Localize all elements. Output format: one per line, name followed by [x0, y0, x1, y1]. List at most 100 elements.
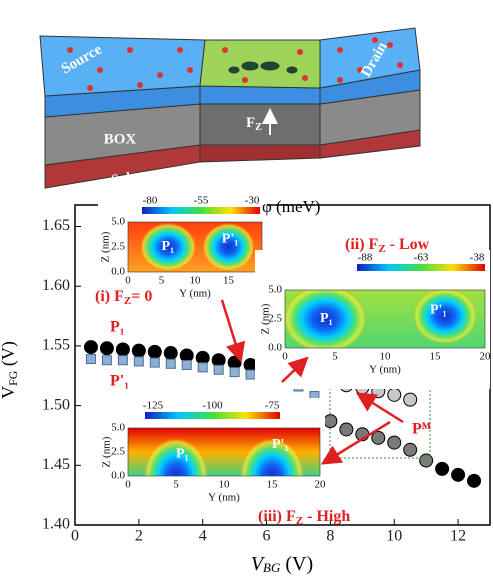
y-tick-label: 1.50 — [42, 396, 70, 413]
y-tick: 0 — [125, 479, 131, 491]
series-label: P'₁ — [110, 373, 129, 390]
z-tick: 5.0 — [111, 216, 125, 228]
colorbar-unit: φ (meV) — [262, 197, 320, 216]
point — [340, 423, 353, 436]
y-tick-label: 1.55 — [42, 337, 70, 354]
well-label: P₁ — [320, 311, 333, 326]
point — [214, 365, 223, 374]
point — [100, 342, 113, 355]
colorbar-tick: -38 — [470, 252, 485, 264]
z-axis-label: Z (nm) — [101, 436, 113, 467]
y-tick-label: 1.40 — [42, 516, 70, 533]
colorbar — [145, 412, 280, 419]
z-tick: 5.0 — [111, 422, 125, 434]
z-tick: 2.5 — [111, 446, 125, 458]
y-axis-label: Y (nm) — [208, 492, 240, 504]
inset-caption: (iii) FZ - High — [258, 508, 350, 527]
point — [246, 370, 255, 379]
caption-part: Z — [378, 243, 385, 255]
colorbar-tick: -75 — [265, 400, 280, 412]
potential-well — [203, 223, 255, 271]
caption-part: (iii) F — [258, 508, 296, 525]
x-tick-label: 0 — [71, 528, 79, 545]
x-tick-label: 8 — [326, 528, 334, 545]
y-tick: 0 — [125, 275, 131, 287]
y-tick: 0 — [282, 351, 288, 363]
point — [452, 468, 465, 481]
point — [182, 361, 191, 370]
point — [212, 354, 225, 367]
heatmap — [283, 285, 485, 353]
point — [164, 347, 177, 360]
y-tick: 15 — [430, 351, 442, 363]
point — [116, 343, 129, 356]
point — [84, 341, 97, 354]
colorbar-tick: -88 — [358, 252, 373, 264]
point — [102, 356, 111, 365]
y-tick: 10 — [190, 275, 202, 287]
inset: P₁P'₁-125-100-755.02.50.005101520Z (nm)Y… — [98, 398, 326, 517]
series-label: P₁ — [110, 319, 125, 336]
point — [388, 436, 401, 449]
point — [86, 355, 95, 364]
z-tick: 0.0 — [268, 342, 282, 354]
point — [404, 443, 417, 456]
caption-part: Z — [124, 295, 131, 307]
y-tick: 15 — [267, 479, 279, 491]
y-tick: 10 — [219, 479, 231, 491]
inset-caption: (ii) FZ - Low — [345, 236, 430, 255]
point — [420, 454, 433, 467]
box-label: BOX — [104, 131, 137, 147]
z-tick: 0.0 — [111, 266, 125, 278]
field-main: F — [246, 115, 255, 131]
well-label: P'₁ — [222, 232, 239, 247]
point — [198, 363, 207, 372]
well-label: P₁ — [162, 239, 175, 254]
y-tick: 5 — [173, 479, 179, 491]
inset-caption: (i) FZ= 0 — [95, 288, 152, 307]
caption-part: - High — [303, 508, 350, 525]
point — [404, 393, 417, 406]
x-tick-label: 4 — [199, 528, 207, 545]
caption-part: Z — [296, 515, 303, 527]
y-axis-label: Y (nm) — [369, 364, 401, 376]
caption-part: (ii) F — [345, 236, 379, 253]
y-tick: 5 — [159, 275, 165, 287]
y-tick: 10 — [380, 351, 392, 363]
point — [148, 345, 161, 358]
point — [166, 359, 175, 368]
figure: Source Drain BOX Substrate FZ 0246810121… — [0, 0, 493, 578]
z-axis-label: Z (nm) — [100, 231, 112, 262]
y-tick-label: 1.60 — [42, 277, 70, 294]
y-axis-label: Y (nm) — [179, 288, 211, 300]
point — [436, 462, 449, 475]
y-tick: 20 — [315, 479, 327, 491]
colorbar — [142, 207, 260, 214]
y-tick: 15 — [223, 275, 235, 287]
x-axis-label: VBG (V) — [251, 553, 313, 575]
caption-part: (i) F — [95, 288, 124, 305]
x-label-sub: BG — [263, 560, 281, 575]
colorbar-tick: -125 — [143, 400, 164, 412]
x-label-unit: (V) — [280, 553, 313, 575]
y-tick-label: 1.45 — [42, 456, 70, 473]
y-label-main: V — [0, 386, 18, 399]
point — [196, 351, 209, 364]
point — [388, 388, 401, 401]
series-label: Pᴹ — [412, 421, 431, 438]
y-tick: 5 — [332, 351, 338, 363]
point — [180, 349, 193, 362]
colorbar-tick: -55 — [194, 195, 209, 207]
point — [132, 344, 145, 357]
heatmap — [128, 222, 262, 272]
y-tick: 20 — [480, 351, 492, 363]
z-tick: 0.0 — [111, 470, 125, 482]
y-axis-label: VFG (V) — [0, 341, 20, 399]
colorbar-tick: -63 — [414, 252, 429, 264]
field-sub: Z — [255, 122, 262, 133]
point — [230, 368, 239, 377]
z-tick: 5.0 — [268, 284, 282, 296]
caption-part: - Low — [386, 236, 430, 253]
z-axis-label: Z (nm) — [260, 303, 272, 334]
